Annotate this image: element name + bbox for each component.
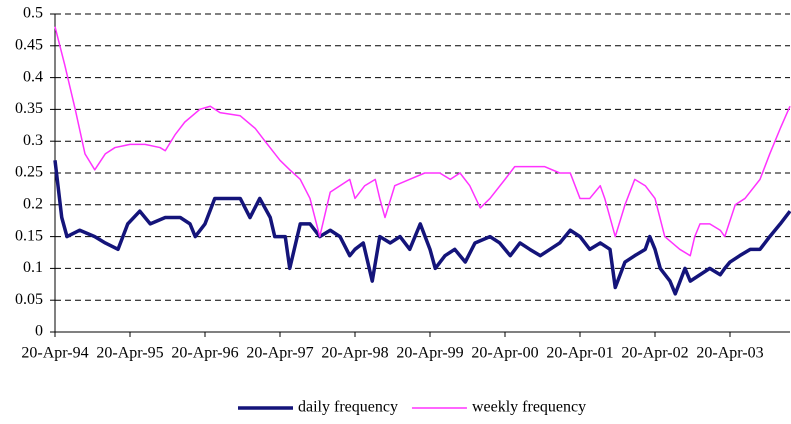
x-tick-label: 20-Apr-00: [471, 345, 538, 362]
x-tick-label: 20-Apr-97: [246, 345, 313, 362]
x-tick-label: 20-Apr-03: [696, 345, 763, 362]
y-tick-label: 0.4: [23, 68, 43, 85]
y-tick-label: 0.5: [23, 5, 43, 22]
x-tick-label: 20-Apr-01: [546, 345, 613, 362]
x-tick-label: 20-Apr-99: [396, 345, 463, 362]
y-tick-label: 0.45: [15, 36, 43, 53]
y-tick-label: 0.3: [23, 132, 43, 149]
y-tick-label: 0.15: [15, 227, 43, 244]
y-tick-label: 0.1: [23, 259, 43, 276]
y-tick-label: 0.2: [23, 195, 43, 212]
y-tick-label: 0: [35, 323, 43, 340]
x-tick-label: 20-Apr-96: [171, 345, 238, 362]
series-line: [54, 26, 791, 257]
legend-label: weekly frequency: [472, 399, 586, 416]
y-tick-label: 0.25: [15, 164, 43, 181]
x-tick-label: 20-Apr-02: [621, 345, 688, 362]
x-tick-label: 20-Apr-94: [21, 345, 88, 362]
x-tick-label: 20-Apr-98: [321, 345, 388, 362]
y-tick-label: 0.05: [15, 291, 43, 308]
x-tick-label: 20-Apr-95: [96, 345, 163, 362]
legend-label: daily frequency: [298, 399, 398, 416]
y-tick-label: 0.35: [15, 100, 43, 117]
series-line: [53, 160, 791, 296]
